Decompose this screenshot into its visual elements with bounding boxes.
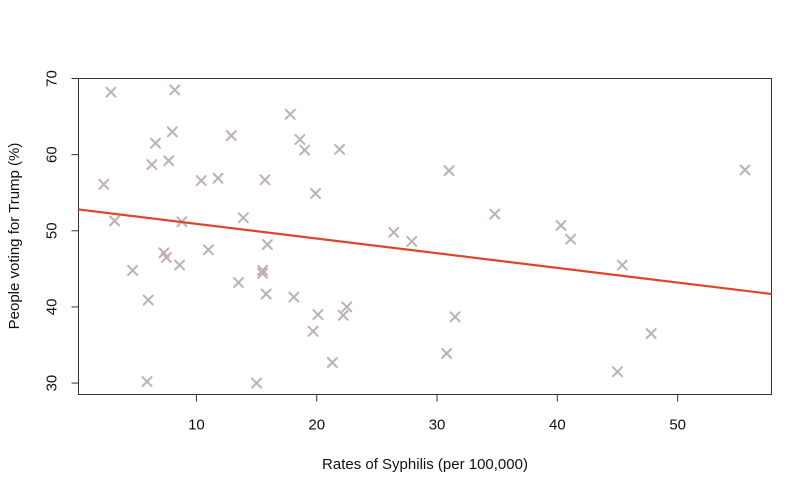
data-point (388, 226, 400, 238)
data-point (142, 294, 154, 306)
data-point (406, 235, 418, 247)
y-tick-label: 30 (44, 375, 61, 392)
data-point (202, 244, 214, 256)
data-point (284, 108, 296, 120)
data-point (337, 309, 349, 321)
data-point (310, 187, 322, 199)
data-point (645, 328, 657, 340)
data-point (341, 301, 353, 313)
data-point (174, 259, 186, 271)
data-point (257, 267, 269, 279)
x-axis: 10 20 30 40 50 (188, 394, 686, 434)
data-point (195, 175, 207, 187)
y-tick-label: 50 (44, 222, 61, 239)
data-point (233, 277, 245, 289)
data-point (555, 219, 567, 231)
data-point (105, 86, 117, 98)
data-point (307, 325, 319, 337)
data-point (127, 264, 139, 276)
y-tick-label: 70 (44, 70, 61, 87)
data-point (146, 159, 158, 171)
data-point (739, 164, 751, 176)
y-tick-label: 40 (44, 299, 61, 316)
y-axis-title: People voting for Trump (%) (6, 143, 23, 330)
data-point (225, 130, 237, 142)
plot-frame (78, 78, 772, 395)
data-point (449, 311, 461, 323)
data-point (141, 376, 153, 388)
data-point (441, 347, 453, 359)
y-axis: 30 40 50 60 70 (44, 70, 79, 391)
data-point (166, 126, 178, 138)
y-tick-label: 60 (44, 146, 61, 163)
data-point (212, 172, 224, 184)
data-point (288, 291, 300, 303)
data-point (616, 259, 628, 271)
data-point (294, 133, 306, 145)
data-point (260, 288, 272, 300)
data-point (257, 264, 269, 276)
data-point (251, 377, 263, 389)
data-points (98, 84, 751, 389)
data-point (237, 212, 249, 224)
data-point (612, 366, 623, 378)
data-point (109, 215, 121, 227)
data-point (98, 178, 110, 190)
data-point (489, 208, 501, 220)
x-tick-label: 50 (669, 417, 686, 434)
x-tick-label: 20 (308, 417, 325, 434)
data-point (326, 357, 338, 369)
data-point (160, 251, 172, 263)
x-tick-label: 10 (188, 417, 205, 434)
x-tick-label: 40 (549, 417, 566, 434)
data-point (150, 137, 161, 149)
data-point (312, 309, 324, 321)
data-point (261, 238, 273, 250)
x-axis-title: Rates of Syphilis (per 100,000) (322, 456, 528, 473)
data-point (334, 143, 346, 155)
regression-line (78, 208, 772, 296)
data-point (565, 233, 577, 245)
x-tick-label: 30 (429, 417, 446, 434)
data-point (169, 84, 181, 96)
data-point (163, 155, 175, 167)
data-point (259, 174, 271, 186)
data-point (443, 165, 455, 177)
data-point (299, 144, 311, 156)
